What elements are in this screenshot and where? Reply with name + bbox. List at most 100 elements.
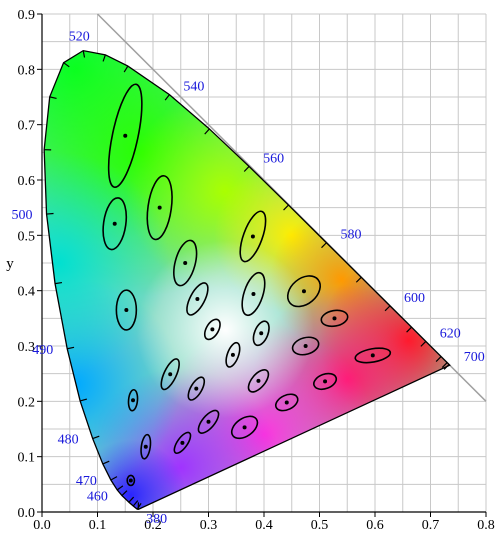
wavelength-tick bbox=[441, 362, 448, 368]
fill-white-point bbox=[136, 240, 314, 419]
x-tick-label: 0.7 bbox=[422, 518, 440, 533]
macadam-ellipse bbox=[160, 358, 180, 391]
fill-blob bbox=[44, 152, 170, 374]
macadam-ellipse bbox=[320, 309, 349, 328]
ellipse-center-dot bbox=[128, 478, 133, 483]
wavelength-label: 460 bbox=[87, 490, 108, 505]
macadam-ellipse bbox=[252, 320, 270, 347]
macadam-ellipse bbox=[127, 388, 139, 412]
ellipse-center-dot bbox=[210, 327, 215, 332]
ellipse-center-dot bbox=[259, 331, 264, 336]
wavelength-label: 520 bbox=[69, 30, 90, 45]
wavelength-label: 480 bbox=[58, 433, 79, 448]
macadam-ellipse bbox=[230, 415, 259, 440]
wavelength-tick bbox=[406, 326, 412, 333]
x-tick-label: 0.0 bbox=[33, 518, 51, 533]
macadam-ellipse bbox=[239, 210, 267, 263]
y-tick-label: 0.9 bbox=[18, 8, 36, 23]
ellipse-center-dot bbox=[195, 296, 200, 301]
wavelength-label: 540 bbox=[183, 80, 204, 95]
macadam-ellipse bbox=[173, 431, 192, 455]
wavelength-tick bbox=[49, 96, 57, 100]
wavelength-tick bbox=[435, 356, 442, 362]
macadam-ellipse bbox=[225, 341, 241, 368]
wavelength-tick bbox=[123, 65, 129, 73]
macadam-ellipse bbox=[186, 282, 209, 316]
y-tick-label: 0.1 bbox=[18, 451, 36, 466]
wavelength-tick bbox=[116, 485, 124, 491]
ellipse-center-dot bbox=[131, 398, 136, 403]
ellipse-center-dot bbox=[284, 400, 289, 405]
ellipse-center-dot bbox=[332, 316, 337, 321]
ellipse-center-dot bbox=[123, 133, 128, 138]
wavelength-tick bbox=[121, 490, 128, 497]
macadam-ellipse bbox=[203, 318, 221, 341]
wavelength-tick bbox=[79, 398, 88, 402]
ellipse-center-dot bbox=[242, 425, 247, 430]
macadam-ellipse bbox=[197, 409, 220, 434]
wavelength-tick bbox=[63, 62, 70, 68]
wavelength-label: 560 bbox=[263, 151, 284, 166]
wavelength-tick bbox=[355, 276, 362, 283]
y-tick-label: 0.4 bbox=[18, 285, 36, 300]
wavelength-label: 620 bbox=[440, 326, 461, 341]
wavelength-label: 380 bbox=[146, 512, 167, 527]
axes: 0.0 0.1 0.2 0.3 0.4 0.5 0.6 0.7 0.8 0.0 0.1 0.2 0.3 0… bbox=[18, 8, 495, 533]
macadam-ellipse bbox=[313, 372, 338, 391]
x-tick-label: 0.2 bbox=[144, 518, 162, 533]
wavelength-label: 700 bbox=[464, 350, 485, 365]
ellipse-center-dot bbox=[112, 221, 117, 226]
macadam-ellipse bbox=[115, 289, 138, 331]
ellipse-layer bbox=[102, 83, 392, 487]
wavelength-tick bbox=[132, 500, 139, 507]
ellipse-center-dot bbox=[157, 205, 162, 210]
wavelength-tick bbox=[243, 166, 250, 172]
wavelength-tick bbox=[384, 305, 391, 312]
wavelength-tick bbox=[54, 281, 63, 285]
macadam-ellipse bbox=[173, 239, 198, 287]
y-tick-label: 0.6 bbox=[18, 174, 36, 189]
y-tick-label: 0.0 bbox=[18, 506, 36, 521]
macadam-ellipse bbox=[140, 433, 152, 460]
ellipse-center-dot bbox=[256, 378, 261, 383]
macadam-ellipse bbox=[107, 83, 143, 189]
wavelength-label: 470 bbox=[76, 474, 97, 489]
wavelength-tick bbox=[283, 204, 289, 211]
ellipse-center-dot bbox=[180, 440, 185, 445]
wavelength-tick bbox=[102, 460, 110, 465]
wavelength-tick bbox=[46, 212, 54, 215]
ellipse-center-dot bbox=[251, 291, 256, 296]
wavelength-tick bbox=[443, 364, 450, 370]
y-tick-label: 0.3 bbox=[18, 340, 36, 355]
x-tick-label: 0.3 bbox=[200, 518, 218, 533]
x-tick-label: 0.5 bbox=[311, 518, 329, 533]
wavelength-label: 500 bbox=[12, 208, 33, 223]
macadam-ellipse bbox=[102, 197, 128, 251]
ellipse-center-dot bbox=[206, 419, 211, 424]
ellipse-center-dot bbox=[194, 386, 199, 391]
y-tick-label: 0.2 bbox=[18, 395, 36, 410]
ellipse-center-dot bbox=[323, 379, 328, 384]
ellipse-center-dot bbox=[301, 289, 306, 294]
wavelength-label: 580 bbox=[340, 228, 361, 243]
macadam-ellipse bbox=[247, 369, 270, 393]
ellipse-center-dot bbox=[168, 372, 173, 377]
spectral-locus bbox=[43, 49, 451, 511]
ellipse-center-dot bbox=[143, 444, 148, 449]
macadam-ellipse bbox=[126, 474, 136, 487]
wavelength-tick bbox=[128, 496, 135, 503]
macadam-ellipse bbox=[291, 336, 320, 356]
ellipse-center-dot bbox=[370, 353, 375, 358]
macadam-ellipse bbox=[274, 393, 299, 412]
ellipse-center-dot bbox=[250, 234, 255, 239]
wavelength-tick bbox=[92, 435, 100, 440]
macadam-ellipse bbox=[146, 175, 173, 241]
wavelength-tick bbox=[420, 340, 427, 347]
macadam-ellipse bbox=[354, 347, 392, 364]
wavelength-tick bbox=[102, 54, 106, 62]
x-tick-label: 0.8 bbox=[477, 518, 495, 533]
wavelength-tick bbox=[136, 503, 142, 510]
y-tick-label: 0.8 bbox=[18, 63, 36, 78]
